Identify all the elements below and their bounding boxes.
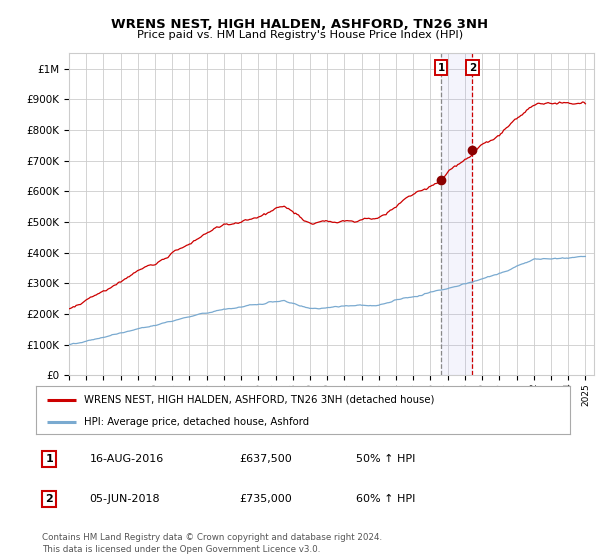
Text: 60% ↑ HPI: 60% ↑ HPI xyxy=(356,494,416,504)
Text: 2: 2 xyxy=(46,494,53,504)
Text: 2: 2 xyxy=(469,63,476,73)
Text: 1: 1 xyxy=(46,454,53,464)
Text: 05-JUN-2018: 05-JUN-2018 xyxy=(89,494,160,504)
Text: WRENS NEST, HIGH HALDEN, ASHFORD, TN26 3NH (detached house): WRENS NEST, HIGH HALDEN, ASHFORD, TN26 3… xyxy=(84,395,434,405)
Bar xyxy=(441,53,472,375)
Text: WRENS NEST, HIGH HALDEN, ASHFORD, TN26 3NH: WRENS NEST, HIGH HALDEN, ASHFORD, TN26 3… xyxy=(112,18,488,31)
Text: £735,000: £735,000 xyxy=(239,494,292,504)
Text: 16-AUG-2016: 16-AUG-2016 xyxy=(89,454,164,464)
Text: Price paid vs. HM Land Registry's House Price Index (HPI): Price paid vs. HM Land Registry's House … xyxy=(137,30,463,40)
Text: 50% ↑ HPI: 50% ↑ HPI xyxy=(356,454,416,464)
Text: HPI: Average price, detached house, Ashford: HPI: Average price, detached house, Ashf… xyxy=(84,417,309,427)
Text: Contains HM Land Registry data © Crown copyright and database right 2024.
This d: Contains HM Land Registry data © Crown c… xyxy=(42,533,382,554)
Text: 1: 1 xyxy=(437,63,445,73)
Text: £637,500: £637,500 xyxy=(239,454,292,464)
